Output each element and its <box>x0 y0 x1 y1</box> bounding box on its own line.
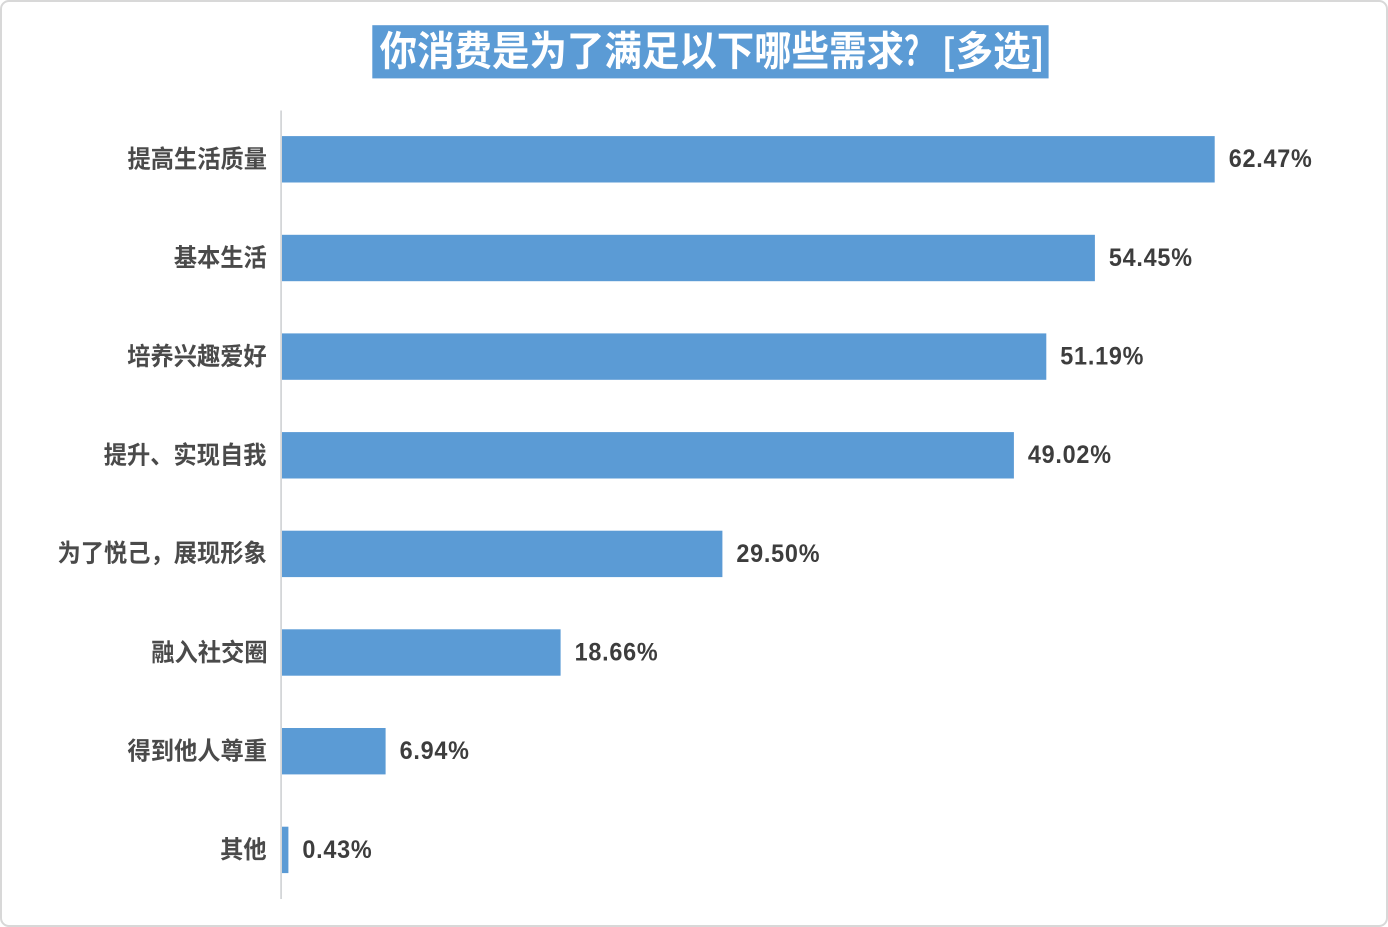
svg-text:54.45%: 54.45% <box>1109 244 1193 272</box>
svg-text:0.43%: 0.43% <box>302 836 372 864</box>
svg-text:62.47%: 62.47% <box>1229 146 1313 174</box>
svg-text:18.66%: 18.66% <box>575 639 659 667</box>
svg-text:51.19%: 51.19% <box>1060 343 1144 371</box>
svg-text:29.50%: 29.50% <box>736 540 820 568</box>
svg-text:49.02%: 49.02% <box>1028 442 1112 470</box>
svg-text:6.94%: 6.94% <box>400 738 470 766</box>
